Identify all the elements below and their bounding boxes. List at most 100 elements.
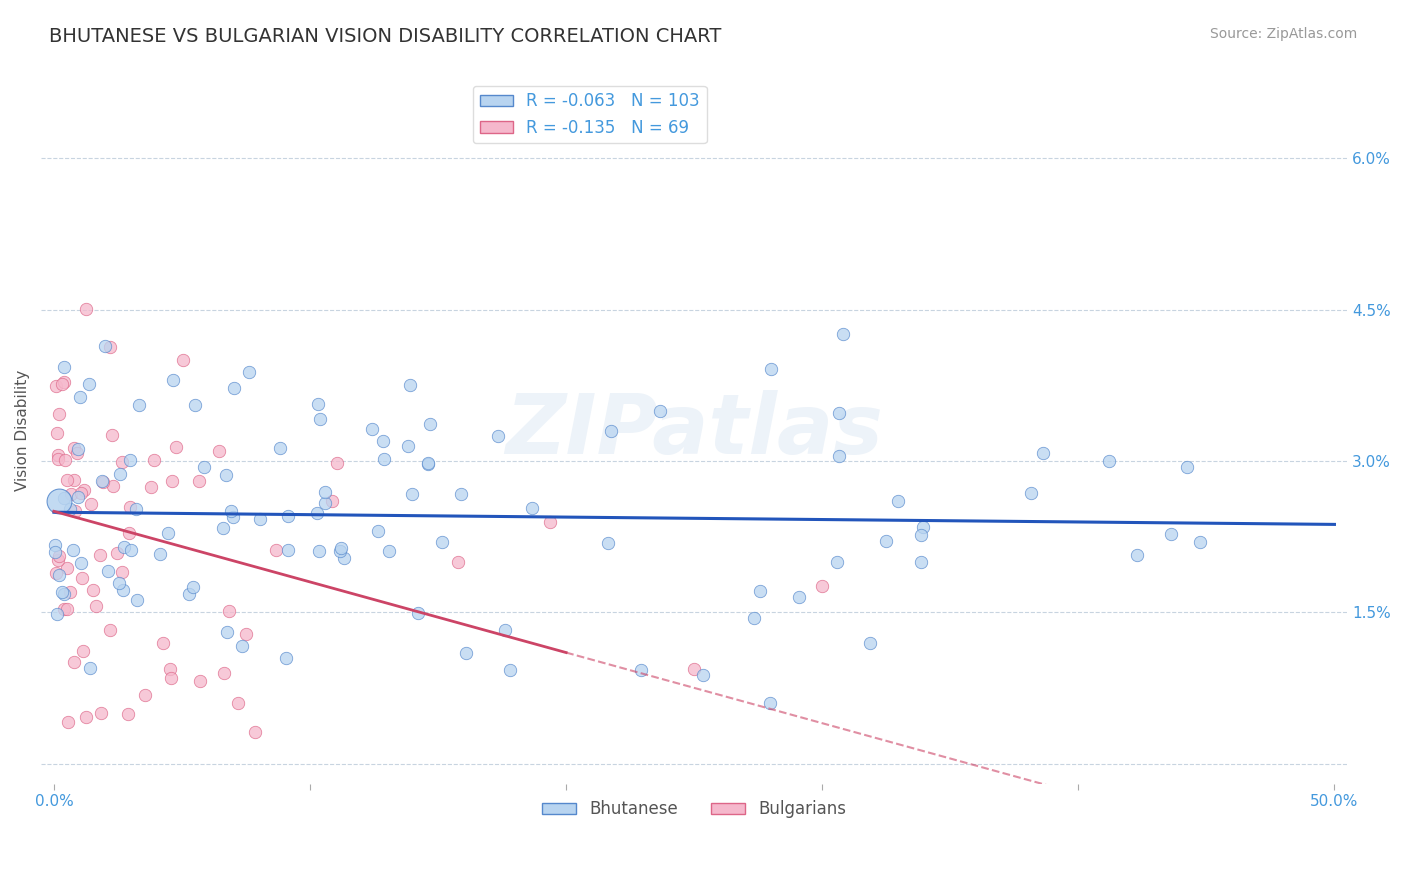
Point: [683, 662, 706, 676]
Point: [499, 664, 522, 678]
Point: [59, 502, 82, 516]
Point: [188, 673, 211, 688]
Point: [48, 407, 70, 421]
Point: [45, 425, 67, 440]
Text: Source: ZipAtlas.com: Source: ZipAtlas.com: [1209, 27, 1357, 41]
Point: [94, 339, 117, 353]
Point: [1175, 460, 1198, 475]
Point: [105, 546, 128, 560]
Point: [70, 486, 93, 500]
Point: [416, 456, 439, 470]
Point: [160, 671, 183, 685]
Point: [82, 582, 104, 597]
Point: [912, 520, 935, 534]
Point: [134, 688, 156, 702]
Point: [828, 406, 851, 420]
Point: [79, 660, 101, 674]
Point: [66, 446, 89, 460]
Point: [222, 509, 245, 524]
Point: [101, 427, 124, 442]
Point: [98, 624, 121, 638]
Point: [152, 636, 174, 650]
Point: [56, 602, 79, 616]
Point: [44, 538, 66, 552]
Point: [63, 473, 86, 487]
Point: [215, 468, 238, 483]
Point: [143, 453, 166, 467]
Point: [48, 568, 70, 582]
Point: [249, 512, 271, 526]
Point: [101, 479, 124, 493]
Point: [181, 580, 204, 594]
Point: [825, 555, 848, 569]
Point: [307, 397, 329, 411]
Point: [401, 487, 423, 501]
Point: [52, 602, 75, 616]
Point: [308, 544, 330, 558]
Point: [51, 376, 73, 391]
Point: [494, 623, 516, 637]
Point: [367, 524, 389, 539]
Point: [56, 473, 79, 487]
Point: [89, 549, 111, 563]
Point: [1125, 548, 1147, 562]
Point: [373, 451, 395, 466]
Point: [117, 707, 139, 722]
Point: [212, 521, 235, 535]
Point: [73, 483, 96, 497]
Point: [160, 474, 183, 488]
Point: [749, 584, 772, 599]
Point: [910, 555, 932, 569]
Point: [67, 490, 90, 504]
Point: [70, 556, 93, 570]
Point: [231, 640, 253, 654]
Point: [53, 491, 76, 506]
Point: [72, 644, 94, 658]
Point: [46, 553, 69, 567]
Point: [69, 390, 91, 404]
Point: [79, 376, 101, 391]
Point: [811, 579, 834, 593]
Point: [45, 379, 67, 393]
Point: [125, 592, 148, 607]
Point: [309, 411, 332, 425]
Point: [53, 452, 76, 467]
Point: [75, 710, 97, 724]
Point: [58, 584, 80, 599]
Point: [450, 487, 472, 501]
Point: [277, 542, 299, 557]
Text: ZIPatlas: ZIPatlas: [505, 390, 883, 471]
Point: [274, 651, 297, 665]
Point: [314, 496, 336, 510]
Point: [406, 607, 429, 621]
Point: [111, 583, 134, 598]
Point: [125, 501, 148, 516]
Point: [486, 429, 509, 443]
Point: [430, 535, 453, 549]
Point: [330, 541, 353, 556]
Point: [79, 497, 101, 511]
Point: [910, 528, 932, 542]
Point: [53, 587, 76, 601]
Point: [212, 665, 235, 680]
Point: [787, 590, 810, 604]
Point: [208, 443, 231, 458]
Point: [1098, 454, 1121, 468]
Point: [128, 398, 150, 412]
Point: [326, 456, 349, 470]
Point: [264, 542, 287, 557]
Legend: Bhutanese, Bulgarians: Bhutanese, Bulgarians: [536, 794, 852, 825]
Point: [761, 362, 783, 376]
Point: [46, 607, 69, 621]
Point: [243, 724, 266, 739]
Point: [692, 667, 714, 681]
Point: [224, 381, 246, 395]
Point: [360, 422, 382, 436]
Point: [416, 457, 439, 471]
Point: [97, 565, 120, 579]
Point: [321, 493, 343, 508]
Point: [329, 544, 352, 558]
Point: [238, 365, 260, 379]
Point: [183, 398, 205, 412]
Point: [118, 500, 141, 514]
